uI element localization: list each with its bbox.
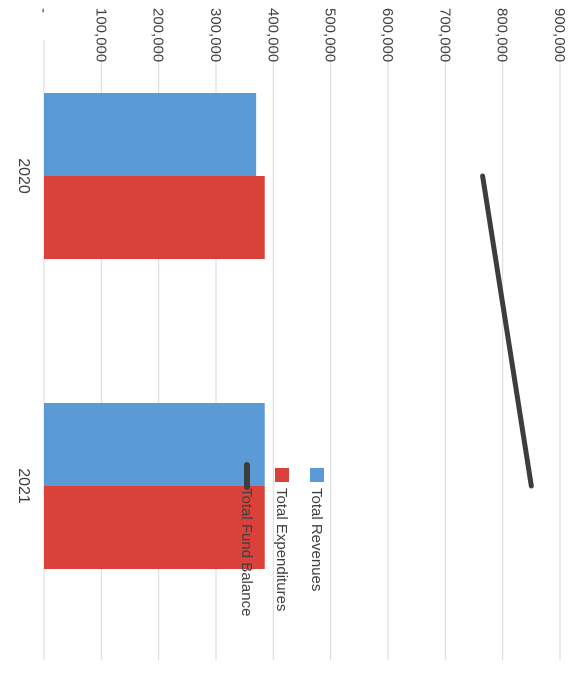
legend: Total Revenues Total Expenditures Total Fu… — [238, 462, 325, 616]
y-tick-label: 400,000 — [264, 8, 281, 62]
y-tick-label: - — [35, 8, 52, 13]
legend-label-total-fund-balance: Total Fund Balance — [238, 488, 255, 616]
y-tick-label: 500,000 — [322, 8, 339, 62]
y-tick-label: 700,000 — [436, 8, 453, 62]
legend-swatch-total-expenditures — [275, 468, 289, 482]
bar-total-revenues-2020 — [44, 93, 257, 176]
y-tick-label: 900,000 — [551, 8, 568, 62]
legend-label-total-expenditures: Total Expenditures — [273, 488, 290, 611]
x-axis-categories: 2020 2021 — [15, 158, 32, 504]
bar-total-expenditures-2021 — [44, 486, 265, 569]
y-tick-label: 100,000 — [92, 8, 109, 62]
y-tick-label: 800,000 — [494, 8, 511, 62]
bar-total-expenditures-2020 — [44, 176, 265, 259]
legend-swatch-total-revenues — [310, 468, 324, 482]
x-tick-label: 2021 — [15, 468, 32, 504]
y-tick-label: 200,000 — [150, 8, 167, 62]
legend-swatch-total-fund-balance — [244, 462, 250, 490]
legend-label-total-revenues: Total Revenues — [308, 488, 325, 591]
y-tick-label: 300,000 — [207, 8, 224, 62]
y-axis-ticks: - 100,000 200,000 300,000 400,000 500,000 600,… — [35, 8, 568, 62]
line-total-fund-balance — [480, 173, 534, 489]
fund-balance-line — [480, 173, 534, 489]
bar-total-revenues-2021 — [44, 403, 265, 486]
y-tick-label: 600,000 — [379, 8, 396, 62]
bars — [44, 93, 265, 569]
x-tick-label: 2020 — [15, 158, 32, 194]
